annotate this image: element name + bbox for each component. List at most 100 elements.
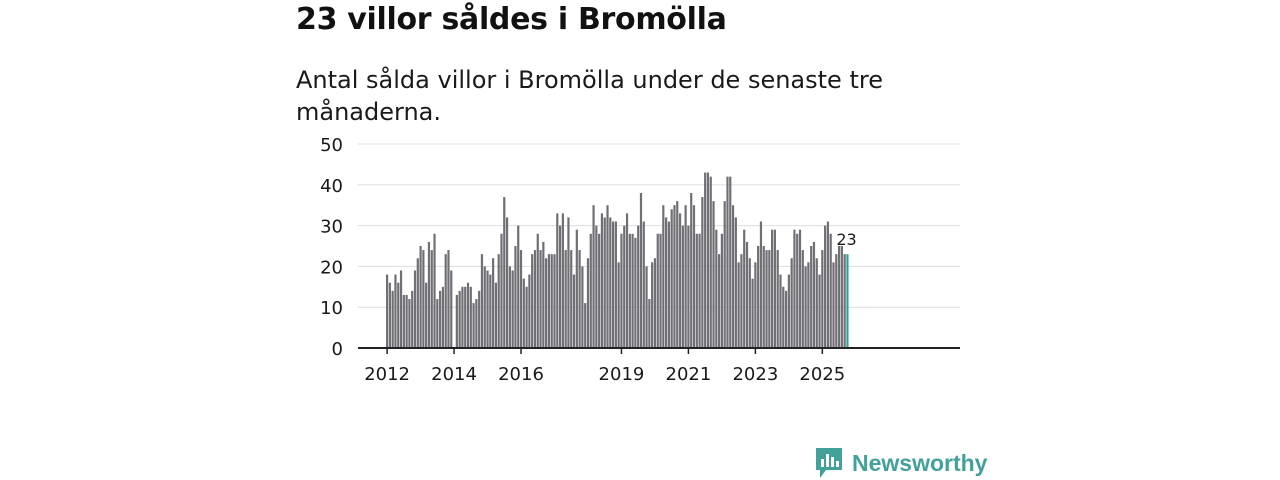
bar [625, 213, 629, 348]
bar [787, 274, 790, 348]
bar [589, 233, 592, 348]
bar [648, 299, 651, 348]
bar [832, 262, 835, 348]
bar [824, 225, 827, 348]
bar [776, 250, 779, 348]
bar [754, 262, 757, 348]
bar [433, 233, 436, 348]
bar [494, 282, 498, 348]
bar [425, 282, 428, 348]
bar [667, 221, 670, 348]
bar [547, 254, 551, 348]
bar [843, 254, 846, 348]
bar [517, 225, 520, 348]
bar [737, 262, 740, 348]
bar [729, 176, 732, 348]
bar [695, 233, 698, 348]
bar [673, 205, 676, 348]
bar [793, 229, 796, 348]
bar [411, 290, 414, 348]
bar [575, 229, 578, 348]
bar [835, 254, 838, 348]
bar [623, 225, 626, 348]
bar [715, 229, 718, 348]
bar [486, 270, 489, 348]
bar [603, 217, 606, 348]
bar [586, 258, 590, 348]
bar [645, 266, 648, 348]
bar [472, 303, 475, 348]
bar [458, 290, 461, 348]
bar [662, 205, 665, 348]
x-tick-label: 2016 [498, 364, 544, 385]
bar [399, 270, 403, 348]
newsworthy-logo[interactable]: Newsworthy [814, 446, 987, 480]
bar [553, 254, 556, 348]
y-tick-label: 50 [320, 135, 343, 156]
bar [757, 246, 760, 348]
bar [712, 201, 715, 348]
bar [745, 241, 749, 348]
bar [759, 221, 763, 348]
bar [620, 233, 623, 348]
bar [718, 254, 721, 348]
bar [807, 262, 810, 348]
bar [595, 225, 598, 348]
bar [436, 299, 439, 348]
bar [539, 250, 542, 348]
bar [801, 250, 804, 348]
bar [419, 246, 422, 348]
bar [430, 250, 433, 348]
bar [397, 282, 400, 348]
bar [642, 221, 645, 348]
bar [779, 274, 782, 348]
bar [670, 209, 673, 348]
bar [771, 229, 774, 348]
bar [637, 225, 640, 348]
bar [592, 205, 595, 348]
bar [570, 250, 573, 348]
bar [578, 250, 581, 348]
bar [751, 278, 754, 348]
bar [723, 201, 726, 348]
bar [533, 250, 537, 348]
bar [483, 266, 486, 348]
bar [584, 303, 587, 348]
bar [765, 250, 768, 348]
bar [394, 274, 397, 348]
bar [796, 233, 799, 348]
bar [478, 290, 481, 348]
bar [475, 299, 478, 348]
bar [656, 233, 659, 348]
bar [840, 246, 843, 348]
bar [556, 213, 559, 348]
bar [731, 205, 735, 348]
bar [818, 274, 821, 348]
bar [665, 217, 668, 348]
bar [810, 246, 813, 348]
x-tick-label: 2025 [799, 364, 845, 385]
bar [734, 217, 737, 348]
bar [651, 262, 654, 348]
bar [821, 250, 824, 348]
bar [609, 217, 612, 348]
bar [508, 266, 511, 348]
bar [628, 233, 631, 348]
bar [447, 250, 450, 348]
bar [461, 286, 464, 348]
y-tick-label: 10 [320, 298, 343, 319]
bar [500, 233, 503, 348]
bar [598, 233, 601, 348]
bar [826, 221, 830, 348]
bar [815, 258, 818, 348]
bar [773, 229, 777, 348]
bar [492, 258, 495, 348]
bar [782, 286, 785, 348]
bar [762, 246, 765, 348]
bar [427, 241, 431, 348]
bar [567, 217, 570, 348]
bar [804, 266, 807, 348]
x-tick-label: 2014 [431, 364, 477, 385]
bar [690, 192, 693, 348]
